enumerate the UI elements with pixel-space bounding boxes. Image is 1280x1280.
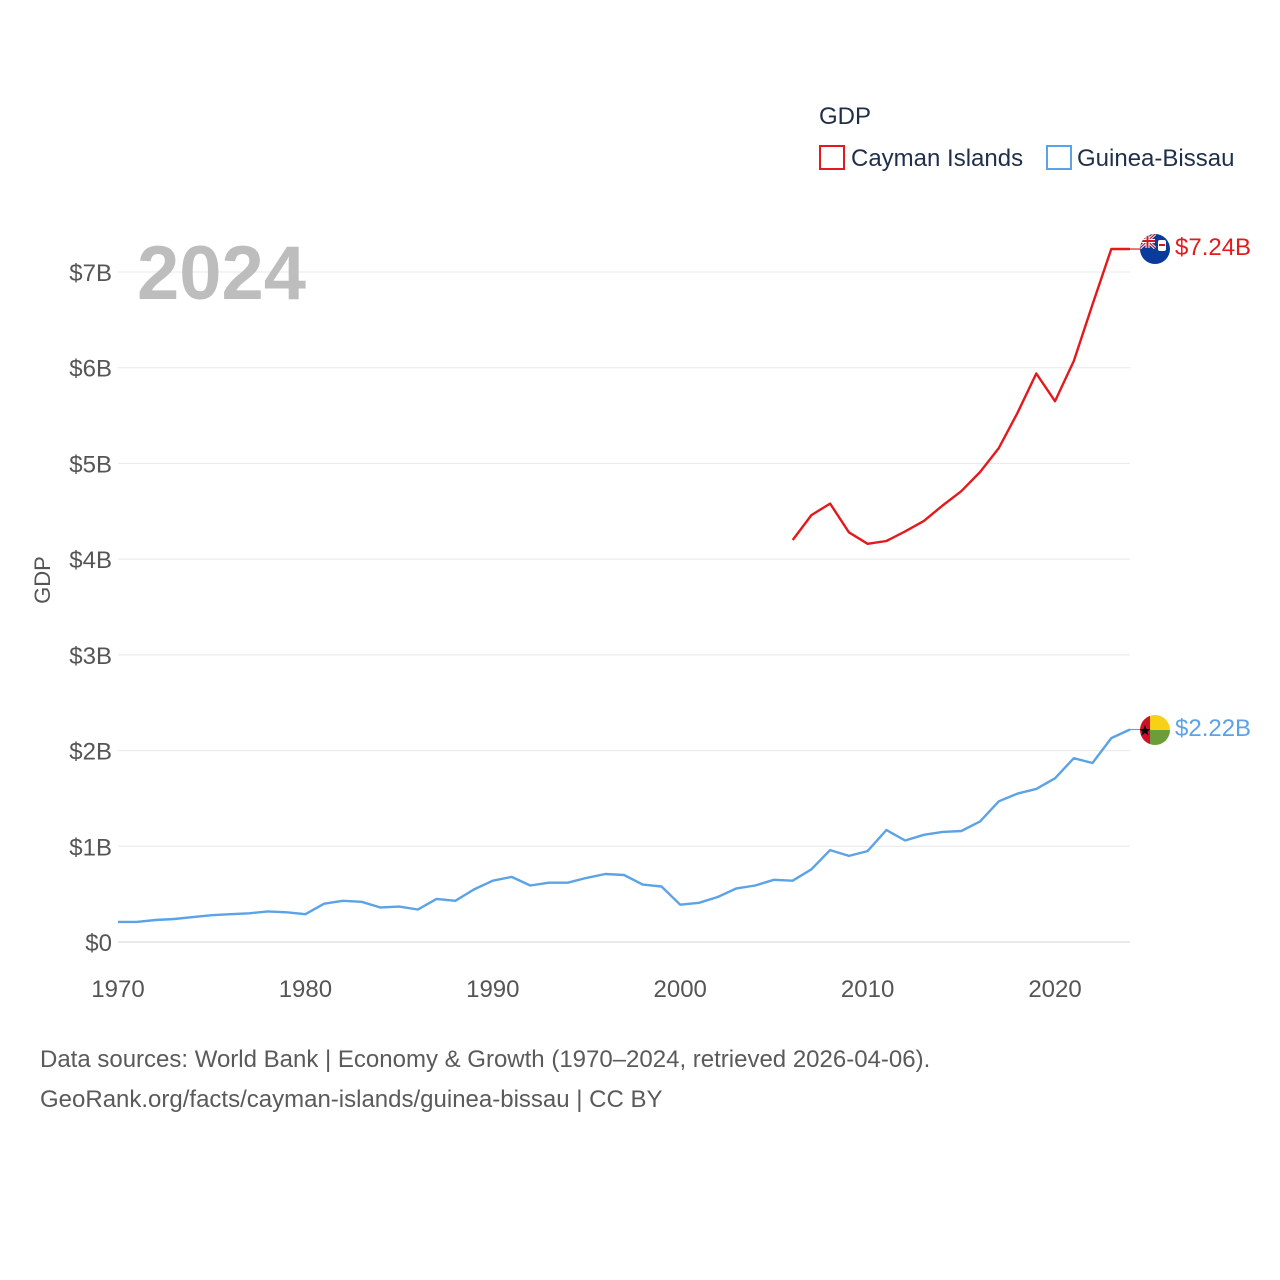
y-tick-label: $5B: [69, 451, 112, 478]
legend-label-cayman-islands[interactable]: Cayman Islands: [851, 145, 1023, 172]
guinea-bissau-flag-icon: [1140, 715, 1170, 745]
series-line-guinea-bissau[interactable]: [118, 728, 1131, 924]
x-tick-label: 2010: [841, 976, 894, 1003]
legend-swatch-cayman-islands[interactable]: [819, 145, 845, 170]
series-line-cayman-islands[interactable]: [791, 247, 1130, 545]
legend-swatch-guinea-bissau[interactable]: [1046, 145, 1072, 170]
y-tick-label: $7B: [69, 260, 112, 287]
y-tick-label: $1B: [69, 834, 112, 861]
y-tick-label: $2B: [69, 739, 112, 766]
legend: GDP Cayman Islands Guinea-Bissau: [819, 103, 1234, 172]
legend-title: GDP: [819, 103, 871, 130]
source-line-1: Data sources: World Bank | Economy & Gro…: [40, 1046, 931, 1073]
end-value-label: $2.22B: [1175, 715, 1251, 742]
y-axis-ticks: $0 $1B $2B $3B $4B $5B $6B $7B: [69, 260, 112, 957]
source-note: Data sources: World Bank | Economy & Gro…: [40, 1040, 930, 1120]
end-value-label: $7.24B: [1175, 234, 1251, 261]
y-tick-label: $4B: [69, 547, 112, 574]
gdp-line-chart: $0 $1B $2B $3B $4B $5B $6B $7B 1970 1980 1990 2000…: [30, 103, 1251, 1003]
year-label: 2024: [137, 231, 306, 316]
x-tick-label: 2000: [654, 976, 707, 1003]
series-lines: [118, 247, 1131, 924]
x-tick-label: 1990: [466, 976, 519, 1003]
x-tick-label: 1970: [91, 976, 144, 1003]
legend-label-guinea-bissau[interactable]: Guinea-Bissau: [1077, 145, 1234, 172]
x-tick-label: 1980: [279, 976, 332, 1003]
end-labels: $7.24B $2.22B: [1130, 234, 1251, 742]
y-axis-label: GDP: [30, 556, 55, 604]
gridlines: [118, 271, 1130, 943]
x-tick-label: 2020: [1028, 976, 1081, 1003]
x-axis-ticks: 1970 1980 1990 2000 2010 2020: [91, 976, 1081, 1003]
y-tick-label: $3B: [69, 643, 112, 670]
source-line-2[interactable]: GeoRank.org/facts/cayman-islands/guinea-…: [40, 1086, 663, 1113]
cayman-islands-flag-icon: [1140, 234, 1170, 264]
y-tick-label: $6B: [69, 356, 112, 383]
y-tick-label: $0: [85, 930, 112, 957]
